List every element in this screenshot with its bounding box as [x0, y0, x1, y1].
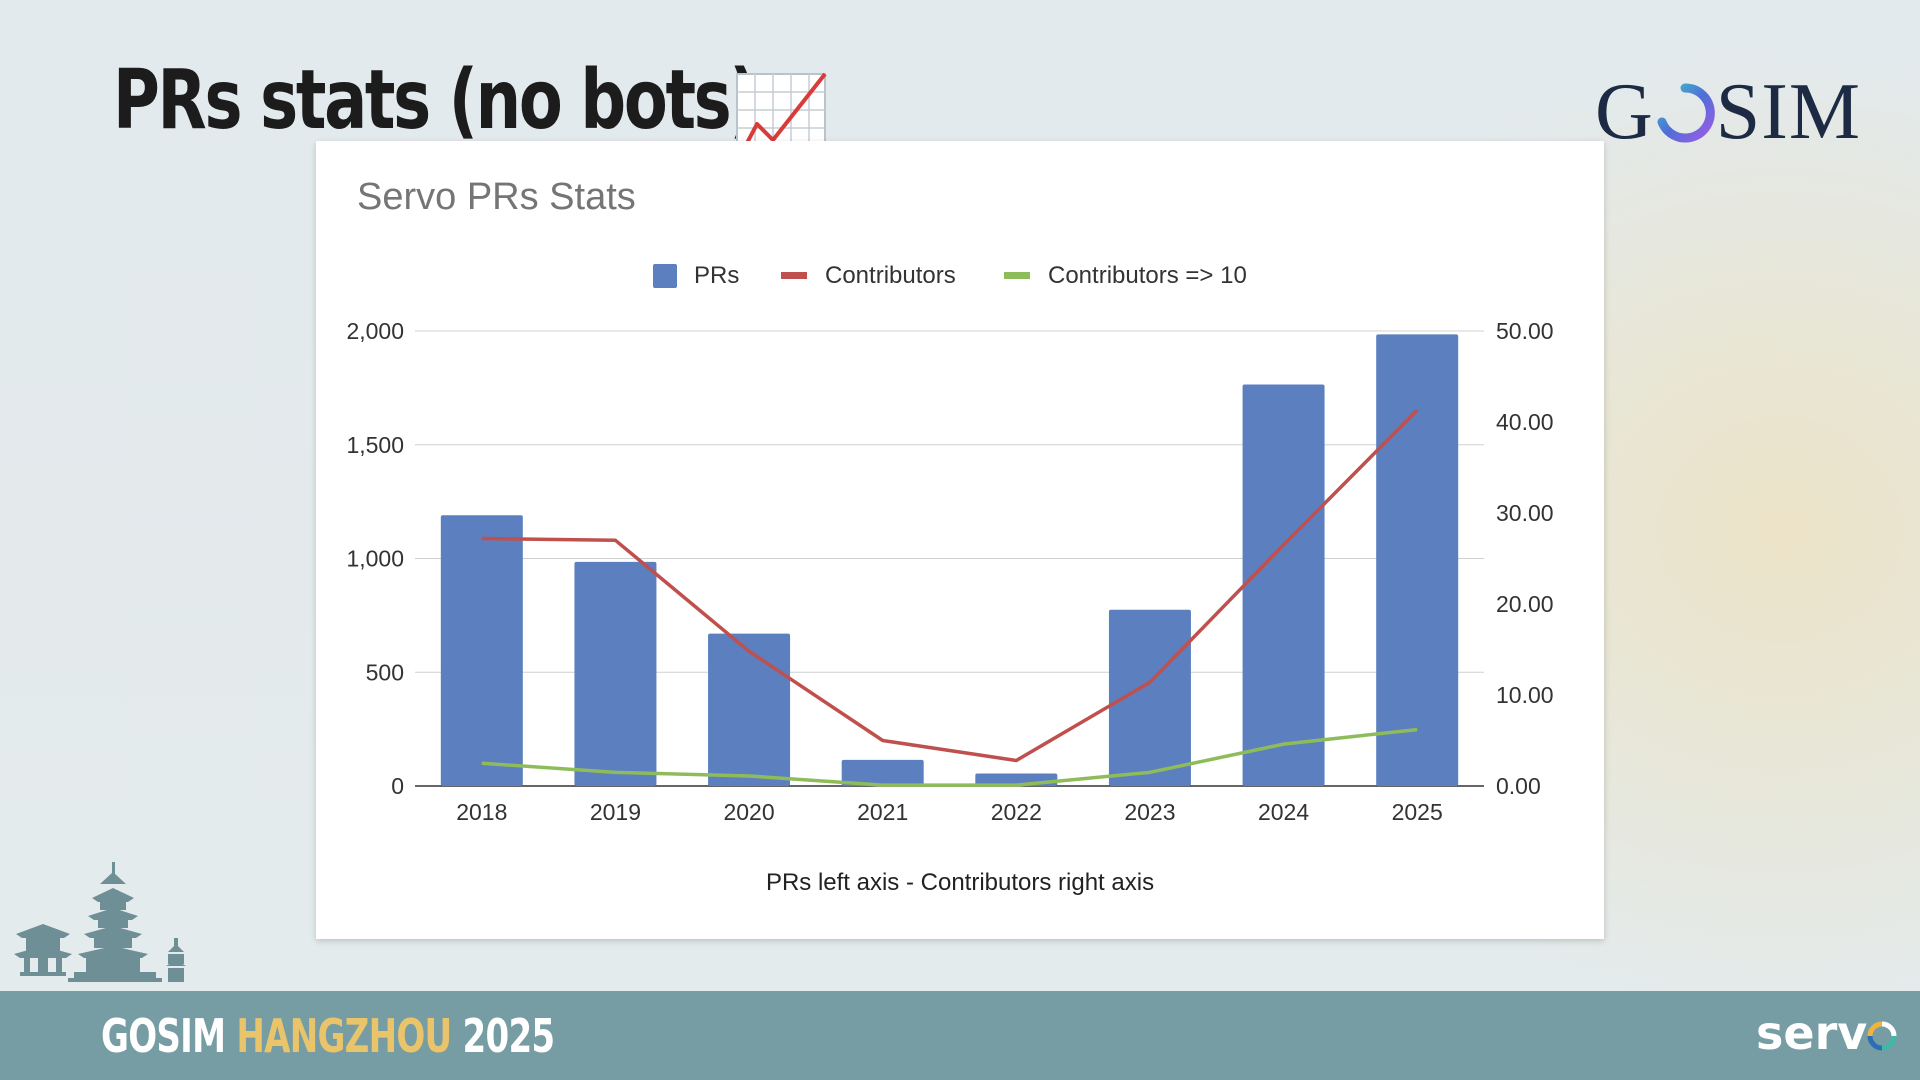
servo-o-icon — [1867, 1021, 1897, 1051]
y-right-tick-label: 0.00 — [1496, 773, 1541, 799]
x-tick-label: 2019 — [590, 799, 641, 825]
y-right-tick-label: 20.00 — [1496, 591, 1554, 617]
chart-card: Servo PRs Stats PRs Contributors Contribut… — [316, 141, 1604, 939]
y-left-tick-label: 0 — [391, 773, 404, 799]
y-right-tick-label: 50.00 — [1496, 318, 1554, 344]
combo-chart: Servo PRs Stats PRs Contributors Contribut… — [346, 176, 1554, 896]
x-tick-label: 2024 — [1258, 799, 1309, 825]
footer-bar — [0, 991, 1920, 1080]
bar-2020 — [708, 633, 791, 786]
legend-label: Contributors => 10 — [1048, 262, 1247, 289]
event-name: GOSIM HANGZHOU 2025 — [101, 1009, 555, 1063]
bar-2025 — [1376, 334, 1459, 786]
bar-2021 — [841, 759, 924, 786]
event-city: HANGZHOU — [236, 1009, 452, 1063]
y-left-tick-label: 2,000 — [346, 318, 404, 344]
legend-label: Contributors — [825, 262, 956, 289]
bar-series — [440, 334, 1459, 786]
gosim-logo: G SIM — [1595, 68, 1862, 156]
bar-2019 — [574, 561, 657, 786]
legend-label: PRs — [694, 262, 739, 289]
chart-legend: PRs Contributors Contributors => 10 — [653, 262, 1247, 289]
x-tick-label: 2025 — [1392, 799, 1443, 825]
event-year: 2025 — [462, 1009, 556, 1063]
y-right-tick-label: 40.00 — [1496, 409, 1554, 435]
pagoda-illustration — [14, 862, 186, 982]
slide-title: PRs stats (no bots) — [113, 53, 759, 148]
x-tick-label: 2023 — [1124, 799, 1175, 825]
servo-logo: serv — [1756, 1010, 1897, 1056]
legend-swatch — [1004, 272, 1030, 279]
bar-2023 — [1108, 609, 1191, 786]
y-right-tick-label: 10.00 — [1496, 682, 1554, 708]
y-left-tick-label: 1,500 — [346, 432, 404, 458]
legend-swatch — [653, 264, 677, 288]
x-axis-label: PRs left axis - Contributors right axis — [766, 869, 1154, 896]
x-tick-label: 2018 — [456, 799, 507, 825]
legend-swatch — [781, 272, 807, 279]
line-contributors-10 — [481, 727, 1418, 787]
x-axis: 2018 2019 2020 2021 2022 2023 2024 2025 — [456, 799, 1443, 825]
x-tick-label: 2022 — [991, 799, 1042, 825]
bar-2024 — [1242, 384, 1325, 786]
x-tick-label: 2021 — [857, 799, 908, 825]
y-left-tick-label: 500 — [366, 659, 404, 685]
chart-title: Servo PRs Stats — [357, 176, 636, 218]
y-axis-right: 50.00 40.00 30.00 20.00 10.00 0.00 — [1496, 318, 1554, 799]
line-series — [481, 408, 1419, 787]
x-tick-label: 2020 — [723, 799, 774, 825]
bar-2018 — [440, 515, 523, 786]
y-left-tick-label: 1,000 — [346, 546, 404, 572]
y-axis-left: 2,000 1,500 1,000 500 0 — [346, 318, 404, 799]
gosim-ring-icon — [1657, 83, 1715, 143]
y-right-tick-label: 30.00 — [1496, 500, 1554, 526]
line-contributors — [481, 408, 1419, 763]
